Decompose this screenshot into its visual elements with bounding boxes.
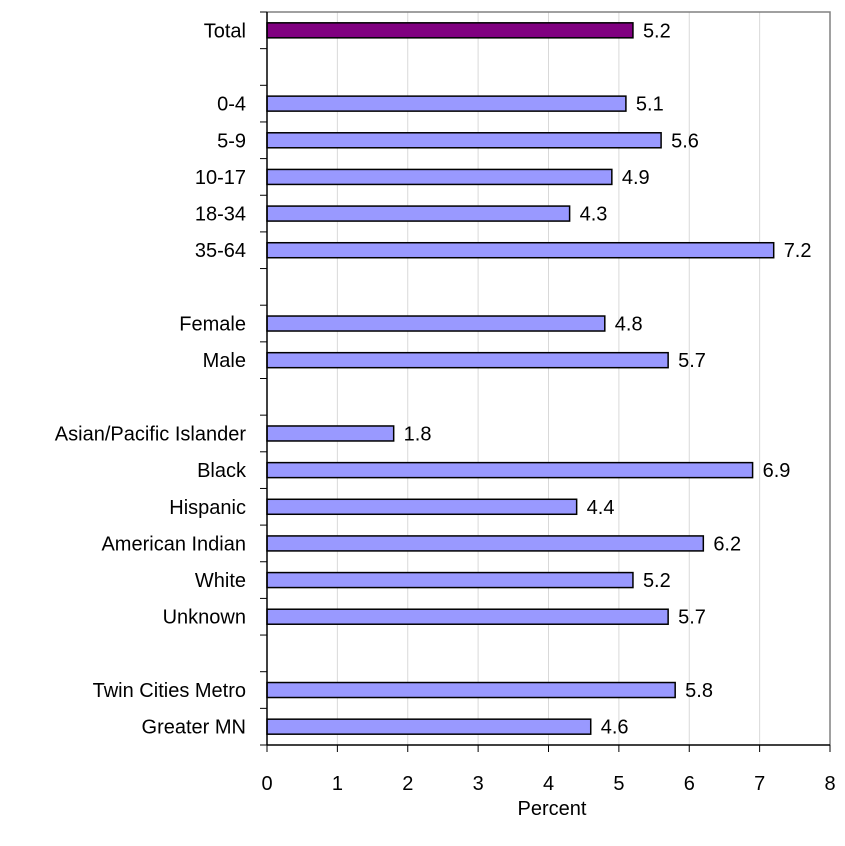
bar (266, 498, 578, 516)
category-label: Female (179, 314, 246, 336)
category-label: Twin Cities Metro (93, 680, 246, 702)
category-label: Unknown (163, 607, 246, 629)
data-label: 6.9 (763, 460, 791, 482)
data-label: 6.2 (713, 533, 741, 555)
plot-frame (267, 11, 831, 745)
x-tick-label: 1 (332, 773, 343, 795)
data-label: 5.1 (636, 94, 664, 116)
category-label: Male (203, 350, 246, 372)
category-label: 35-64 (195, 240, 246, 262)
x-tick-label: 7 (754, 773, 765, 795)
category-label: 5-9 (217, 130, 246, 152)
bar (266, 205, 571, 222)
data-label: 4.6 (601, 717, 629, 739)
bar (266, 168, 613, 186)
data-label: 4.8 (615, 314, 643, 336)
bar (266, 571, 634, 589)
bar (266, 132, 662, 149)
labels: Total 5.2 0-4 5.1 5-9 5.6 10-17 4.9 18-34 4.3 35-6… (55, 20, 836, 795)
data-label: 5.7 (678, 607, 706, 629)
category-label: Asian/Pacific Islander (55, 423, 247, 445)
plot-border (267, 11, 831, 745)
category-label: 0-4 (217, 94, 246, 116)
bar (266, 681, 676, 699)
bar (266, 351, 669, 369)
bar (266, 608, 669, 625)
bar (266, 535, 705, 552)
bar (266, 22, 634, 39)
bar (266, 718, 592, 735)
x-axis-title: Percent (518, 798, 587, 820)
bar (266, 315, 606, 332)
x-tick-label: 0 (261, 773, 272, 795)
category-label: Greater MN (142, 717, 246, 739)
data-label: 5.2 (643, 570, 671, 592)
category-label: Total (204, 20, 246, 42)
x-tick-label: 8 (824, 773, 835, 795)
data-label: 5.8 (685, 680, 713, 702)
data-label: 4.3 (580, 204, 608, 226)
data-label: 4.4 (587, 497, 615, 519)
category-label: American Indian (101, 533, 246, 555)
data-label: 7.2 (784, 240, 812, 262)
x-tick-label: 3 (473, 773, 484, 795)
data-label: 1.8 (404, 423, 432, 445)
x-tick-label: 4 (543, 773, 554, 795)
bar (266, 241, 775, 259)
data-label: 4.9 (622, 167, 650, 189)
category-label: Hispanic (169, 497, 246, 519)
axes (260, 11, 831, 752)
x-tick-label: 5 (613, 773, 624, 795)
bar (266, 425, 395, 442)
category-label: 10-17 (195, 167, 246, 189)
category-label: White (195, 570, 246, 592)
data-label: 5.7 (678, 350, 706, 372)
gridlines (336, 12, 831, 745)
x-tick-label: 2 (402, 773, 413, 795)
x-tick-label: 6 (684, 773, 695, 795)
category-label: Black (197, 460, 247, 482)
bar (266, 461, 754, 479)
data-label: 5.2 (643, 20, 671, 42)
bar (266, 95, 627, 112)
category-label: 18-34 (195, 204, 246, 226)
data-label: 5.6 (671, 130, 699, 152)
